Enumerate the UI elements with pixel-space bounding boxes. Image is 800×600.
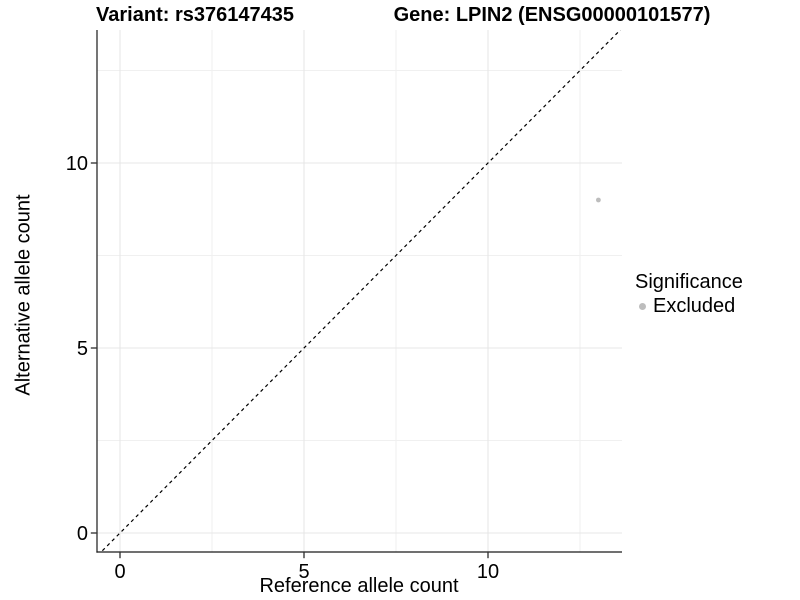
legend: Significance Excluded [635,270,743,317]
legend-key-dot-icon [639,302,646,310]
y-axis-title: Alternative allele count [12,194,35,396]
x-tick-label: 5 [298,561,309,583]
legend-item-excluded: Excluded [635,295,743,317]
y-tick-label: 0 [77,523,88,545]
gene-title: Gene: LPIN2 (ENSG00000101577) [393,4,711,26]
y-tick-label: 10 [66,153,88,175]
legend-item-label: Excluded [653,295,736,317]
identity-reference-line [100,30,622,552]
variant-title: Variant: rs376147435 [96,4,294,26]
data-point [596,197,601,203]
x-tick-label: 0 [114,561,125,583]
legend-title: Significance [635,271,743,293]
y-tick-label: 5 [77,338,88,360]
x-tick-label: 10 [477,561,499,583]
x-axis-title: Reference allele count [259,575,459,597]
